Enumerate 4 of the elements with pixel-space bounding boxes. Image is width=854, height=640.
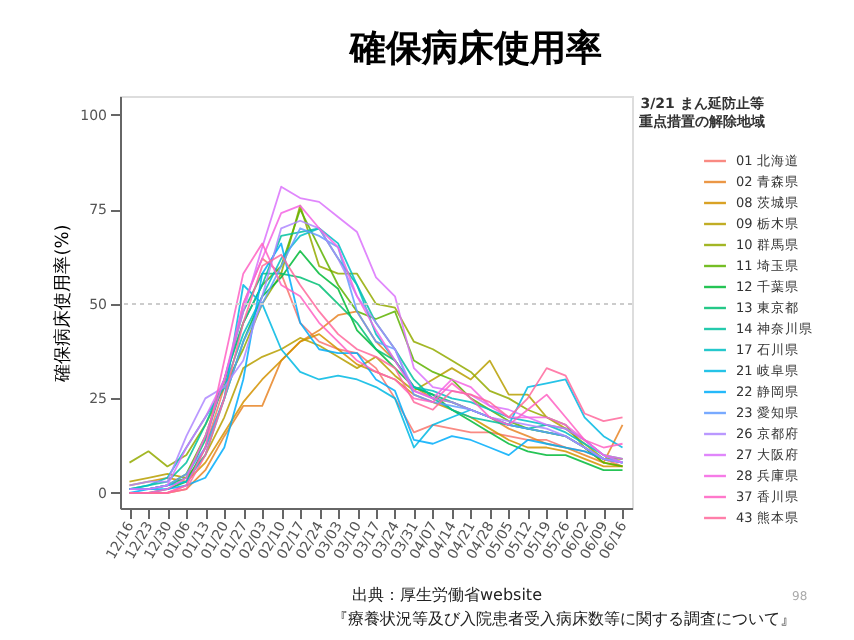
text: 『療養状況等及び入院患者受入病床数等に関する調査について』: [332, 610, 796, 628]
chart-title: 確保病床使用率: [348, 28, 602, 70]
source-note: 出典：厚生労働省website: [352, 586, 543, 604]
y-axis-title: 確保病床使用率(%): [52, 224, 75, 384]
